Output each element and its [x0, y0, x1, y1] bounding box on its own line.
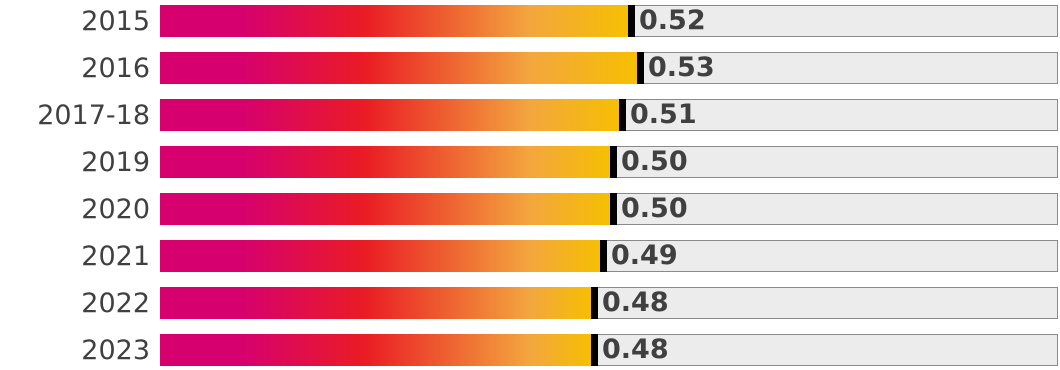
value-label: 0.52 [639, 5, 706, 36]
bar-end-marker [610, 193, 617, 225]
bar-end-marker [591, 334, 598, 366]
bar-row: 2020 0.50 [0, 192, 1060, 228]
bar [160, 99, 622, 131]
bar-row: 2022 0.48 [0, 286, 1060, 322]
bar-end-marker [637, 52, 644, 84]
bar [160, 193, 613, 225]
value-label: 0.51 [630, 99, 697, 130]
value-label: 0.48 [602, 287, 669, 318]
category-label: 2021 [81, 241, 150, 272]
bar-end-marker [600, 240, 607, 272]
category-label: 2017-18 [37, 100, 150, 131]
value-label: 0.50 [621, 146, 688, 177]
bar [160, 146, 613, 178]
bar [160, 52, 640, 84]
bar [160, 334, 594, 366]
bar-end-marker [610, 146, 617, 178]
bar [160, 287, 594, 319]
category-label: 2016 [81, 53, 150, 84]
category-label: 2019 [81, 147, 150, 178]
bar [160, 240, 603, 272]
bar-row: 2017-18 0.51 [0, 98, 1060, 134]
bar-row: 2016 0.53 [0, 51, 1060, 87]
value-label: 0.49 [611, 240, 678, 271]
category-label: 2022 [81, 288, 150, 319]
bar-end-marker [591, 287, 598, 319]
bar-row: 2021 0.49 [0, 239, 1060, 275]
value-label: 0.50 [621, 193, 688, 224]
value-label: 0.48 [602, 334, 669, 365]
bar-row: 2015 0.52 [0, 4, 1060, 40]
category-label: 2023 [81, 335, 150, 366]
value-label: 0.53 [648, 52, 715, 83]
bar-row: 2023 0.48 [0, 333, 1060, 369]
bar-end-marker [628, 5, 635, 37]
bar-row: 2019 0.50 [0, 145, 1060, 181]
category-label: 2020 [81, 194, 150, 225]
bar [160, 5, 631, 37]
bar-end-marker [619, 99, 626, 131]
category-label: 2015 [81, 6, 150, 37]
